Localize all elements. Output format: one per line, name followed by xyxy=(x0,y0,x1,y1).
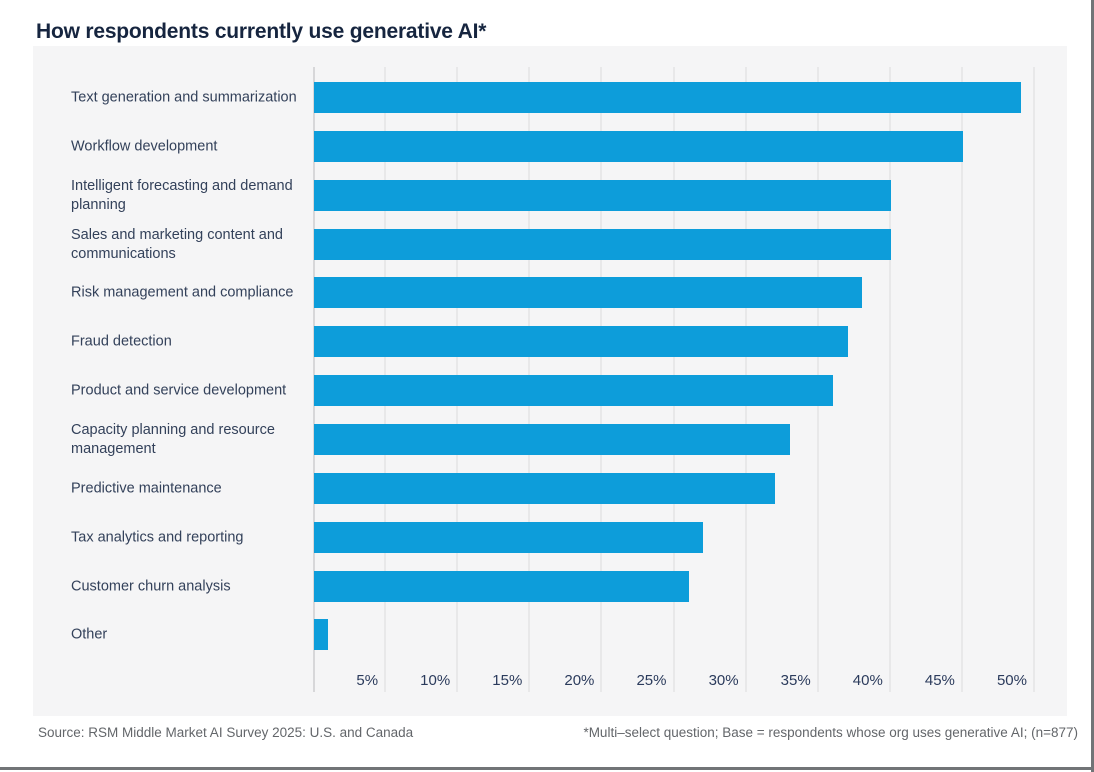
x-tick-label: 15% xyxy=(492,672,523,689)
plot-area: 5% 10% 15% 20% 25% 30% 35% 40% 45% 50% xyxy=(313,67,1035,692)
bar xyxy=(314,180,891,211)
page-bottom-rule xyxy=(0,767,1094,770)
category-label: Sales and marketing content and communic… xyxy=(71,226,283,262)
category-label: Capacity planning and resource managemen… xyxy=(71,421,275,457)
bar xyxy=(314,571,689,602)
bar xyxy=(314,424,790,455)
category-label: Risk management and compliance xyxy=(71,283,294,300)
bar xyxy=(314,326,848,357)
gridline xyxy=(1033,67,1035,692)
category-label: Intelligent forecasting and demand plann… xyxy=(71,177,293,213)
category-label: Text generation and summarization xyxy=(71,88,297,105)
bar xyxy=(314,375,834,406)
category-label: Fraud detection xyxy=(71,332,172,349)
page-right-rule xyxy=(1091,0,1094,772)
x-tick-label: 25% xyxy=(636,672,667,689)
x-tick-label: 40% xyxy=(852,672,883,689)
x-tick-label: 10% xyxy=(420,672,451,689)
category-label: Predictive maintenance xyxy=(71,479,222,496)
x-tick-label: 5% xyxy=(356,672,379,689)
x-tick-label: 30% xyxy=(708,672,739,689)
x-tick-label: 20% xyxy=(564,672,595,689)
x-tick-label: 45% xyxy=(924,672,955,689)
chart-panel: 5% 10% 15% 20% 25% 30% 35% 40% 45% 50% Text gener… xyxy=(33,46,1067,716)
x-tick-label: 35% xyxy=(780,672,811,689)
bar xyxy=(314,229,891,260)
bar xyxy=(314,619,329,650)
category-label: Product and service development xyxy=(71,381,287,398)
bar xyxy=(314,82,1021,113)
footnote-text: *Multi–select question; Base = responden… xyxy=(583,725,1078,740)
gridline xyxy=(888,67,891,692)
category-label: Other xyxy=(71,625,108,642)
bar xyxy=(314,522,704,553)
chart-title: How respondents currently use generative… xyxy=(36,20,487,44)
category-label: Workflow development xyxy=(71,137,218,154)
source-text: Source: RSM Middle Market AI Survey 2025… xyxy=(38,725,414,740)
bar xyxy=(314,473,776,504)
bar xyxy=(314,277,862,308)
x-tick-label: 50% xyxy=(996,672,1027,689)
bar xyxy=(314,131,963,162)
category-label: Customer churn analysis xyxy=(71,577,231,594)
gridline xyxy=(960,67,963,692)
category-label: Tax analytics and reporting xyxy=(71,528,244,545)
